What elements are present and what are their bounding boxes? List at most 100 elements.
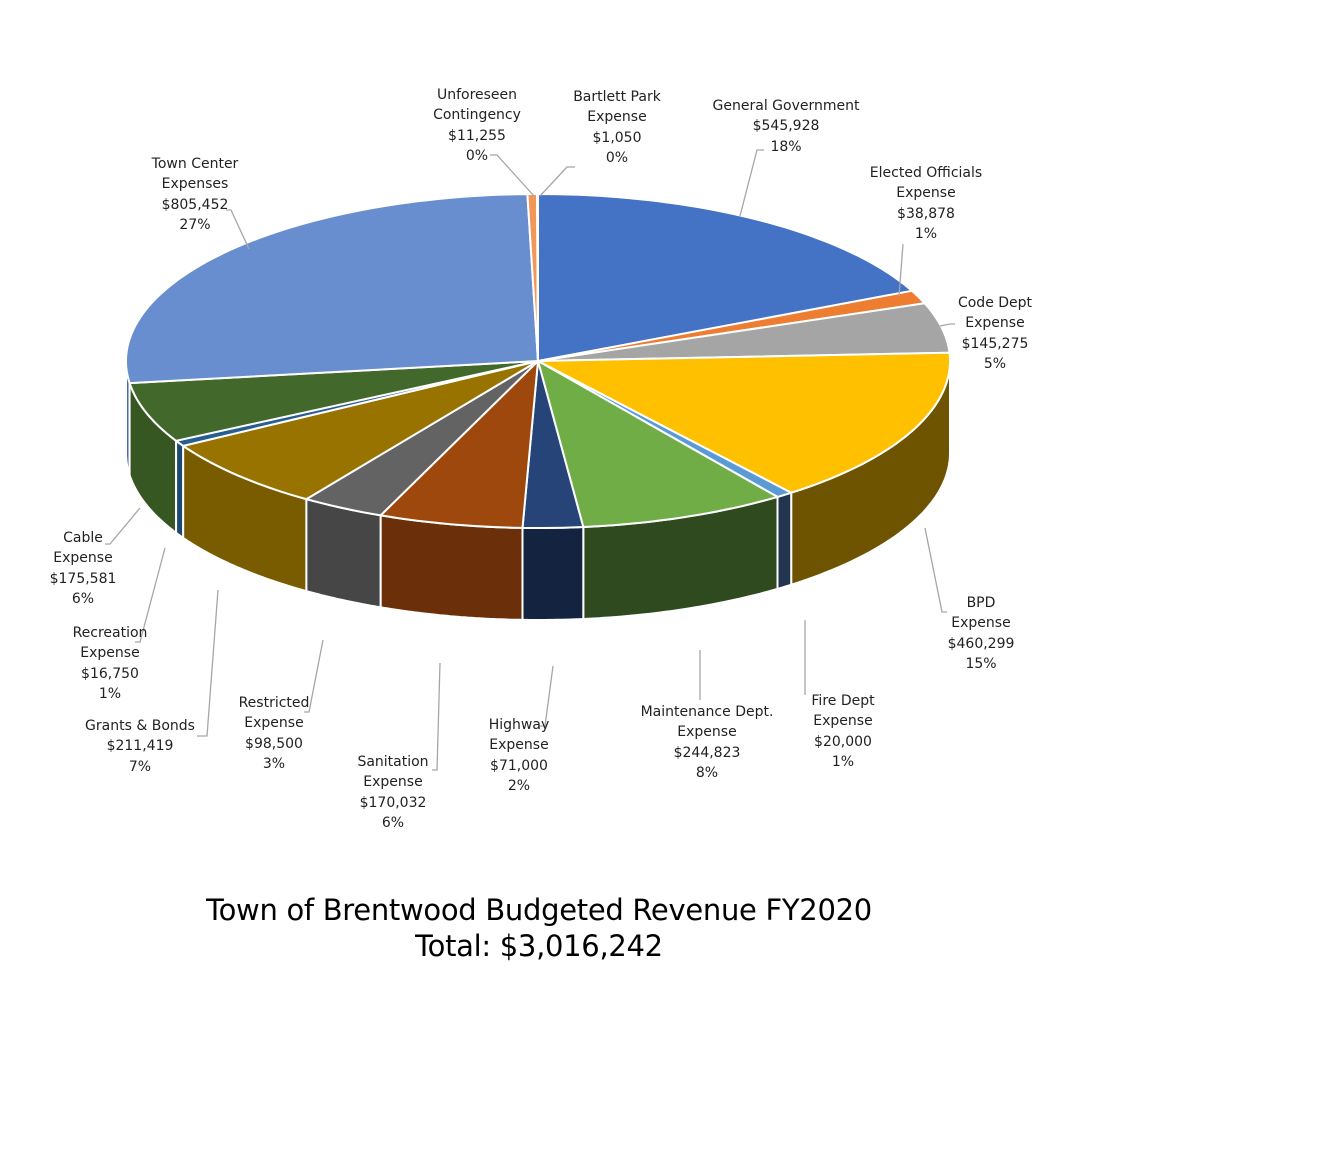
pie-top-faces <box>125 193 951 529</box>
data-label-fire-dept-expense: Fire Dept Expense $20,000 1% <box>811 691 874 772</box>
leader-line <box>197 589 219 737</box>
label-category: Expense <box>244 715 304 732</box>
label-percent: 2% <box>507 777 531 794</box>
data-label-maintenance-dept-expense: Maintenance Dept. Expense $244,823 8% <box>641 702 774 783</box>
label-value: $175,581 <box>49 570 117 587</box>
data-label-unforeseen-contingency: Unforeseen Contingency $11,255 0% <box>433 85 521 166</box>
pie-slice-sanitation-expense <box>379 360 539 529</box>
leader-line <box>226 209 250 250</box>
pie-side-sanitation-expense <box>379 514 524 621</box>
label-category: Cable <box>63 530 103 546</box>
label-category: BPD <box>966 595 996 611</box>
label-value: $244,823 <box>673 744 741 761</box>
pie-slice-maintenance-dept-expense <box>537 360 779 528</box>
label-category: Expense <box>965 315 1025 332</box>
label-category: Expense <box>363 774 423 791</box>
pie-side-highway-expense <box>521 526 585 621</box>
label-category: Expense <box>587 109 647 126</box>
leader-line <box>432 662 441 771</box>
label-category: Sanitation <box>357 754 429 770</box>
label-percent: 18% <box>770 138 802 155</box>
leader-line <box>539 166 575 197</box>
pie-side-walls <box>125 360 951 621</box>
label-category: Expense <box>677 724 737 741</box>
data-label-bpd-expense: BPD Expense $460,299 15% <box>948 593 1015 674</box>
pie-side-restricted-expense <box>305 498 382 609</box>
label-category: Elected Officials <box>869 165 983 181</box>
leader-line <box>540 665 554 727</box>
label-percent: 5% <box>983 355 1007 372</box>
label-percent: 6% <box>381 814 405 831</box>
pie-slice-code-dept-expense <box>537 302 951 362</box>
label-value: $145,275 <box>961 335 1029 352</box>
pie-slice-highway-expense <box>521 360 585 529</box>
label-percent: 27% <box>179 216 211 233</box>
leader-line <box>105 507 141 545</box>
label-percent: 0% <box>465 147 489 164</box>
label-category: Recreation <box>72 625 148 641</box>
leader-line <box>490 154 535 197</box>
label-category: Expense <box>951 615 1011 632</box>
label-category: Town Center <box>151 156 239 172</box>
label-value: $170,032 <box>359 794 427 811</box>
pie-slice-general-government <box>537 193 913 362</box>
label-value: $460,299 <box>947 635 1015 652</box>
label-value: $1,050 <box>592 129 642 146</box>
label-category: Fire Dept <box>811 693 875 709</box>
label-category: Expenses <box>161 176 229 193</box>
label-percent: 1% <box>98 685 122 702</box>
leader-line <box>135 547 166 643</box>
label-percent: 1% <box>831 753 855 770</box>
pie-slice-restricted-expense <box>305 360 539 517</box>
label-value: $38,878 <box>897 205 955 222</box>
label-value: $71,000 <box>490 757 548 774</box>
pie-side-fire-dept-expense <box>776 491 793 590</box>
leader-line <box>898 243 904 297</box>
chart-title-total: Total: $3,016,242 <box>415 929 663 963</box>
label-percent: 6% <box>71 590 95 607</box>
data-label-highway-expense: Highway Expense $71,000 2% <box>489 715 550 796</box>
data-label-sanitation-expense: Sanitation Expense $170,032 6% <box>357 752 428 833</box>
label-percent: 0% <box>605 149 629 166</box>
chart-title-line1: Town of Brentwood Budgeted Revenue FY202… <box>206 893 872 927</box>
label-percent: 1% <box>914 225 938 242</box>
label-category: Contingency <box>433 107 521 124</box>
label-percent: 8% <box>695 764 719 781</box>
data-label-grants-bonds: Grants & Bonds $211,419 7% <box>85 716 195 777</box>
pie-slice-bartlett-park-expense <box>536 193 539 362</box>
label-category: Bartlett Park <box>573 89 661 105</box>
pie-slice-grants-bonds <box>182 360 539 501</box>
chart-title: Town of Brentwood Budgeted Revenue FY202… <box>0 892 1078 964</box>
label-value: $211,419 <box>106 738 174 755</box>
pie-side-recreation-expense <box>175 439 185 539</box>
label-category: General Government <box>712 98 860 114</box>
label-percent: 3% <box>262 755 286 772</box>
label-category: Code Dept <box>957 295 1033 311</box>
leader-line <box>939 323 955 327</box>
label-category: Expense <box>896 185 956 202</box>
label-category: Expense <box>53 550 113 567</box>
data-label-cable-expense: Cable Expense $175,581 6% <box>50 528 117 609</box>
label-value: $20,000 <box>814 733 872 750</box>
leader-line <box>924 527 947 613</box>
data-label-elected-officials-expense: Elected Officials Expense $38,878 1% <box>870 163 982 244</box>
label-percent: 15% <box>965 655 997 672</box>
data-label-recreation-expense: Recreation Expense $16,750 1% <box>73 623 148 704</box>
label-category: Maintenance Dept. <box>640 704 774 720</box>
label-category: Grants & Bonds <box>85 718 195 734</box>
data-label-bartlett-park-expense: Bartlett Park Expense $1,050 0% <box>573 87 661 168</box>
label-value: $11,255 <box>448 127 506 144</box>
label-category: Unforeseen <box>436 87 518 103</box>
label-category: Highway <box>488 717 550 733</box>
label-percent: 7% <box>128 758 152 775</box>
pie-slice-cable-expense <box>128 360 539 442</box>
label-value: $16,750 <box>81 665 139 682</box>
label-category: Restricted <box>238 695 310 711</box>
leader-line <box>304 639 324 713</box>
pie-slice-town-center-expenses <box>125 193 539 385</box>
label-leader-lines <box>105 149 955 771</box>
label-category: Expense <box>489 737 549 754</box>
label-value: $545,928 <box>752 118 820 135</box>
label-category: Expense <box>813 713 873 730</box>
